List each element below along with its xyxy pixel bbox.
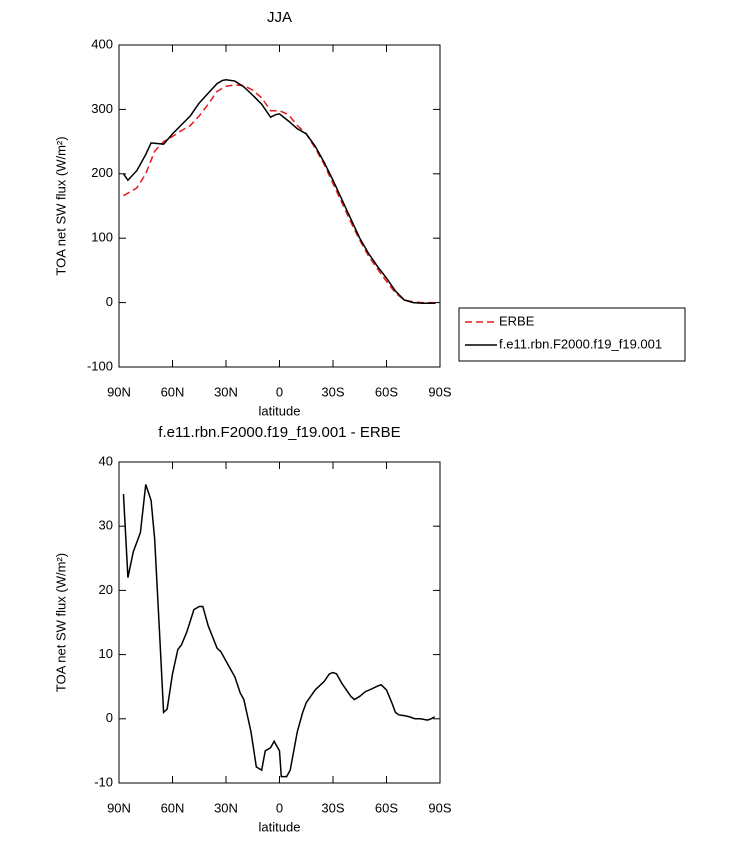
y-axis-label: TOA net SW flux (W/m²) <box>53 553 68 692</box>
x-tick-label: 30S <box>321 384 344 399</box>
y-tick-label: 40 <box>99 453 113 468</box>
legend: ERBE f.e11.rbn.F2000.f19_f19.001 <box>458 307 686 362</box>
data-line <box>122 484 436 778</box>
y-tick-label: 400 <box>91 36 113 51</box>
x-tick-label: 90N <box>107 384 131 399</box>
y-axis-label: TOA net SW flux (W/m²) <box>53 136 68 275</box>
y-tick-label: 100 <box>91 230 113 245</box>
legend-label: ERBE <box>499 313 535 328</box>
y-tick-label: 10 <box>99 646 113 661</box>
plot-frame <box>118 44 441 368</box>
data-line <box>123 84 436 304</box>
y-tick-label: -100 <box>87 358 113 373</box>
x-tick-label: 0 <box>276 800 283 815</box>
x-tick-label: 60N <box>161 384 185 399</box>
legend-label: f.e11.rbn.F2000.f19_f19.001 <box>499 336 662 351</box>
y-tick-label: 0 <box>106 710 113 725</box>
x-tick-label: 30S <box>321 800 344 815</box>
chart-title: f.e11.rbn.F2000.f19_f19.001 - ERBE <box>158 424 400 441</box>
x-tick-label: 60S <box>375 800 398 815</box>
x-tick-label: 90S <box>428 800 451 815</box>
x-axis-label: latitude <box>259 819 301 834</box>
x-tick-label: 30N <box>214 384 238 399</box>
y-tick-label: 20 <box>99 582 113 597</box>
legend-box <box>458 307 686 362</box>
y-tick-label: 0 <box>106 294 113 309</box>
y-tick-label: 300 <box>91 101 113 116</box>
x-tick-label: 0 <box>276 384 283 399</box>
x-tick-label: 30N <box>214 800 238 815</box>
y-tick-label: 200 <box>91 165 113 180</box>
x-tick-label: 60N <box>161 800 185 815</box>
x-tick-label: 60S <box>375 384 398 399</box>
x-axis-label: latitude <box>259 403 301 418</box>
data-line <box>122 79 436 304</box>
chart-title: JJA <box>267 9 292 26</box>
x-tick-label: 90S <box>428 384 451 399</box>
plot-frame <box>118 461 441 784</box>
y-tick-label: -10 <box>94 774 113 789</box>
y-tick-label: 30 <box>99 518 113 533</box>
x-tick-label: 90N <box>107 800 131 815</box>
